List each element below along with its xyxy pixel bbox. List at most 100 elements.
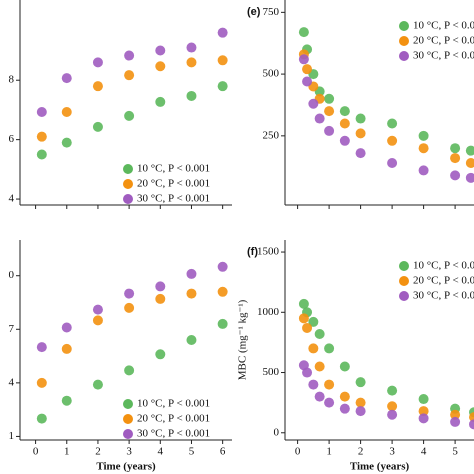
point (155, 349, 166, 360)
point (465, 172, 474, 183)
point (450, 416, 461, 427)
point (308, 316, 319, 327)
point (302, 64, 313, 75)
point (339, 403, 350, 414)
point (308, 98, 319, 109)
point (155, 96, 166, 107)
legend-marker (399, 291, 409, 301)
x-axis-label: Time (years) (350, 461, 410, 473)
point (92, 379, 103, 390)
legend-label: 10 °C, P < 0.0 (413, 260, 474, 272)
point (308, 343, 319, 354)
y-tick-label: 250 (263, 129, 280, 141)
point (387, 135, 398, 146)
point (450, 409, 461, 420)
point (465, 158, 474, 169)
point (339, 361, 350, 372)
point (314, 361, 325, 372)
point (186, 42, 197, 53)
point (217, 261, 228, 272)
point (314, 113, 325, 124)
point (61, 322, 72, 333)
point (387, 158, 398, 169)
legend-marker (399, 21, 409, 31)
panel-label: (f) (247, 246, 258, 258)
point (450, 143, 461, 154)
y-tick-label: 1 (9, 430, 15, 442)
point (302, 367, 313, 378)
point (324, 379, 335, 390)
y-tick-label: 0 (9, 269, 15, 281)
point (61, 343, 72, 354)
point (217, 286, 228, 297)
x-tick-label: 3 (389, 446, 395, 458)
point (92, 304, 103, 315)
point (469, 419, 474, 430)
point (298, 27, 309, 38)
y-tick-label: 500 (263, 366, 280, 378)
point (324, 93, 335, 104)
x-tick-label: 5 (452, 446, 458, 458)
point (36, 413, 47, 424)
point (324, 397, 335, 408)
point (302, 322, 313, 333)
x-tick-label: 2 (95, 446, 101, 458)
point (418, 406, 429, 417)
x-tick-label: 1 (64, 446, 70, 458)
point (61, 73, 72, 84)
point (36, 342, 47, 353)
legend-label: 20 °C, P < 0.001 (137, 178, 210, 190)
point (324, 106, 335, 117)
point (155, 293, 166, 304)
point (186, 335, 197, 345)
x-tick-label: 4 (421, 446, 427, 458)
y-tick-label: 750 (263, 6, 280, 18)
point (387, 409, 398, 420)
point (324, 343, 335, 354)
point (324, 125, 335, 136)
point (355, 128, 366, 139)
point (314, 328, 325, 339)
point (186, 90, 197, 101)
point (61, 107, 72, 118)
x-tick-label: 2 (358, 446, 364, 458)
panel-label: (e) (247, 6, 261, 18)
legend-marker (123, 429, 133, 439)
legend-label: 30 °C, P < 0.001 (137, 193, 210, 205)
y-tick-label: 7 (9, 323, 15, 335)
legend-marker (399, 36, 409, 46)
point (217, 27, 228, 38)
x-tick-label: 4 (158, 446, 164, 458)
legend-label: 30 °C, P < 0.00 (413, 50, 474, 62)
legend-label: 10 °C, P < 0.001 (137, 163, 210, 175)
point (387, 385, 398, 396)
point (418, 165, 429, 176)
x-tick-label: 0 (295, 446, 301, 458)
legend-marker (123, 414, 133, 424)
point (124, 302, 135, 313)
point (339, 391, 350, 402)
point (355, 397, 366, 408)
legend-marker (399, 276, 409, 286)
legend-marker (123, 164, 133, 174)
point (217, 55, 228, 66)
point (217, 81, 228, 92)
legend-label: 10 °C, P < 0.001 (137, 398, 210, 410)
point (418, 394, 429, 405)
x-tick-label: 6 (220, 446, 226, 458)
point (418, 413, 429, 424)
x-axis-label: Time (years) (96, 461, 156, 473)
point (92, 57, 103, 68)
legend-marker (123, 179, 133, 189)
x-tick-label: 3 (126, 446, 132, 458)
point (355, 148, 366, 159)
point (124, 110, 135, 121)
point (186, 268, 197, 279)
point (92, 121, 103, 132)
point (387, 118, 398, 129)
point (418, 130, 429, 141)
legend-marker (399, 51, 409, 61)
point (36, 149, 47, 160)
point (298, 54, 309, 65)
